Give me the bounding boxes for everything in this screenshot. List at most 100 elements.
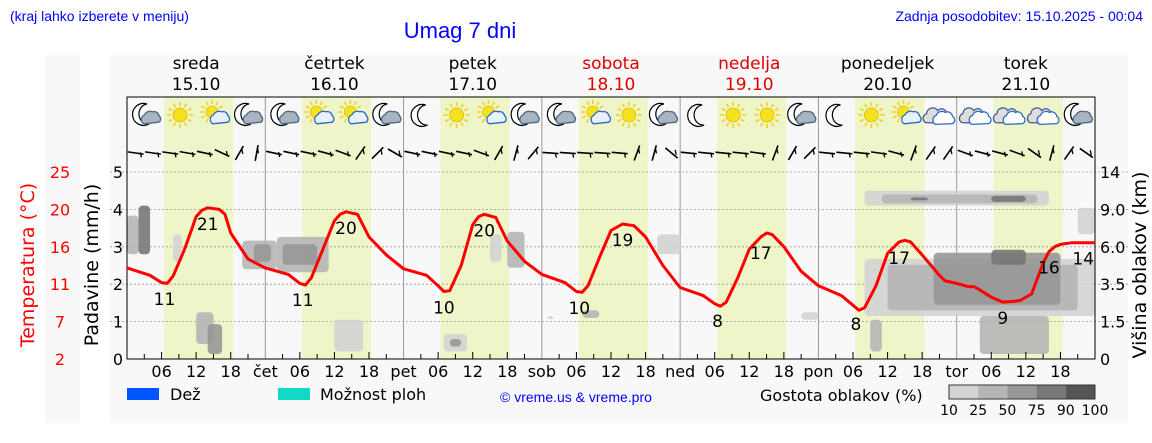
cloud-patch: [991, 249, 1026, 265]
cloud-density-tick-label: 90: [1057, 403, 1075, 419]
moon-cloud-icon: [234, 102, 264, 127]
wind-feather: [295, 151, 298, 158]
location-hint-link[interactable]: (kraj lahko izberete v meniju): [10, 8, 189, 24]
sun-ray: [491, 101, 496, 106]
temperature-max-label: 20: [473, 221, 495, 241]
wind-barb-icon: [577, 151, 594, 158]
cloud-density-swatch: [1036, 385, 1066, 399]
sun-ray: [770, 122, 775, 127]
sun-shape: [754, 102, 781, 128]
temperature-max-label: 20: [335, 219, 357, 239]
x-tick-label: 12: [601, 362, 621, 381]
wind-barb-icon: [888, 150, 905, 157]
legend-rain-swatch: [127, 388, 159, 400]
sun-ray: [582, 105, 587, 109]
wind-barb-icon: [283, 150, 300, 158]
cloud-height-tick-label: 3.5: [1100, 275, 1125, 294]
sun-ray: [460, 122, 464, 127]
sun-ray: [774, 107, 779, 112]
wind-barb-icon: [853, 151, 870, 158]
sun-ray: [725, 103, 730, 108]
sun-ray: [892, 115, 897, 119]
credit-link[interactable]: © vreme.us & vreme.pro: [500, 389, 652, 405]
sun-ray: [172, 103, 177, 108]
wind-barb-icon: [473, 149, 490, 157]
wind-feather: [1052, 148, 1055, 154]
sun-ray: [909, 105, 915, 109]
wind-shaft: [234, 145, 245, 161]
sun-ray: [343, 118, 347, 123]
x-tick-label: 06: [428, 362, 448, 381]
temperature-line: [126, 206, 1095, 312]
wind-feather: [433, 151, 436, 158]
temp-tick-label: 11: [50, 275, 70, 294]
sun-ray: [460, 103, 464, 108]
wind-feather: [744, 152, 748, 158]
day-date: 17.10: [448, 75, 497, 95]
cloud-shape: [968, 110, 992, 126]
wind-barb-icon: [611, 151, 628, 158]
wind-feather: [727, 152, 730, 158]
cloud-density-tick-label: 10: [940, 403, 958, 419]
wind-barb-icon: [559, 151, 576, 158]
wind-barb-icon: [404, 150, 421, 158]
wind-feather: [312, 151, 315, 158]
cloud-shape: [278, 110, 300, 125]
legend-showers-swatch: [278, 388, 310, 400]
x-tick-label: 06: [705, 362, 725, 381]
daylight-band: [302, 97, 372, 359]
x-tick-label: 06: [290, 362, 310, 381]
wind-shaft: [942, 145, 954, 161]
wind-feather: [516, 148, 519, 154]
cloud-density-swatch: [949, 385, 979, 399]
cloud-shape: [313, 110, 335, 125]
sun-ray: [353, 101, 357, 106]
wind-feather: [812, 149, 815, 155]
wind-feather: [1021, 151, 1024, 157]
day-abbr-label: ned: [665, 362, 695, 381]
temperature-end-label: 14: [1072, 250, 1094, 270]
sun-ray: [621, 122, 626, 127]
sun-ray: [617, 107, 622, 112]
sun-ray: [906, 101, 911, 106]
sun-disc: [172, 107, 188, 123]
x-tick-label: 06: [843, 362, 863, 381]
day-abbr-label: čet: [253, 362, 278, 381]
x-tick-label: 18: [635, 362, 655, 381]
wind-feather: [674, 149, 677, 156]
wind-shaft: [254, 144, 259, 162]
cloud-patch: [449, 339, 462, 347]
moon-cloud-icon: [546, 102, 577, 127]
wind-barb-icon: [633, 145, 641, 161]
wind-barb-icon: [749, 151, 766, 158]
precip-tick-label: 5: [113, 163, 123, 182]
wind-shaft: [925, 145, 937, 161]
wind-feather: [225, 150, 229, 157]
temperature-max-label: 17: [888, 249, 910, 269]
sun-ray: [172, 122, 177, 127]
cloud-patch: [910, 197, 928, 201]
precipitation-axis-title: Padavine (mm/h): [81, 184, 103, 347]
cloud-icon: [992, 107, 1026, 126]
sun-icon: [615, 102, 642, 128]
wind-feather: [329, 151, 333, 157]
day-abbr-label: pet: [390, 362, 416, 381]
cloud-icon: [922, 107, 956, 126]
moon-shape: [648, 102, 667, 127]
moon-shape: [1063, 102, 1082, 127]
x-tick-label: 18: [1050, 362, 1070, 381]
wind-feather: [865, 152, 869, 158]
sun-ray: [596, 101, 600, 106]
day-name: nedelja: [718, 54, 780, 74]
wind-feather: [468, 151, 471, 158]
wind-feather: [241, 148, 244, 154]
sun-ray: [859, 107, 865, 112]
sun-ray: [205, 101, 209, 106]
wind-feather: [848, 152, 851, 158]
cloud-patch: [657, 234, 681, 255]
cloud-shape: [795, 110, 817, 125]
sun-ray: [481, 118, 486, 123]
day-name: torek: [1004, 54, 1048, 74]
wind-shaft: [771, 145, 779, 161]
sun-ray: [449, 122, 453, 127]
